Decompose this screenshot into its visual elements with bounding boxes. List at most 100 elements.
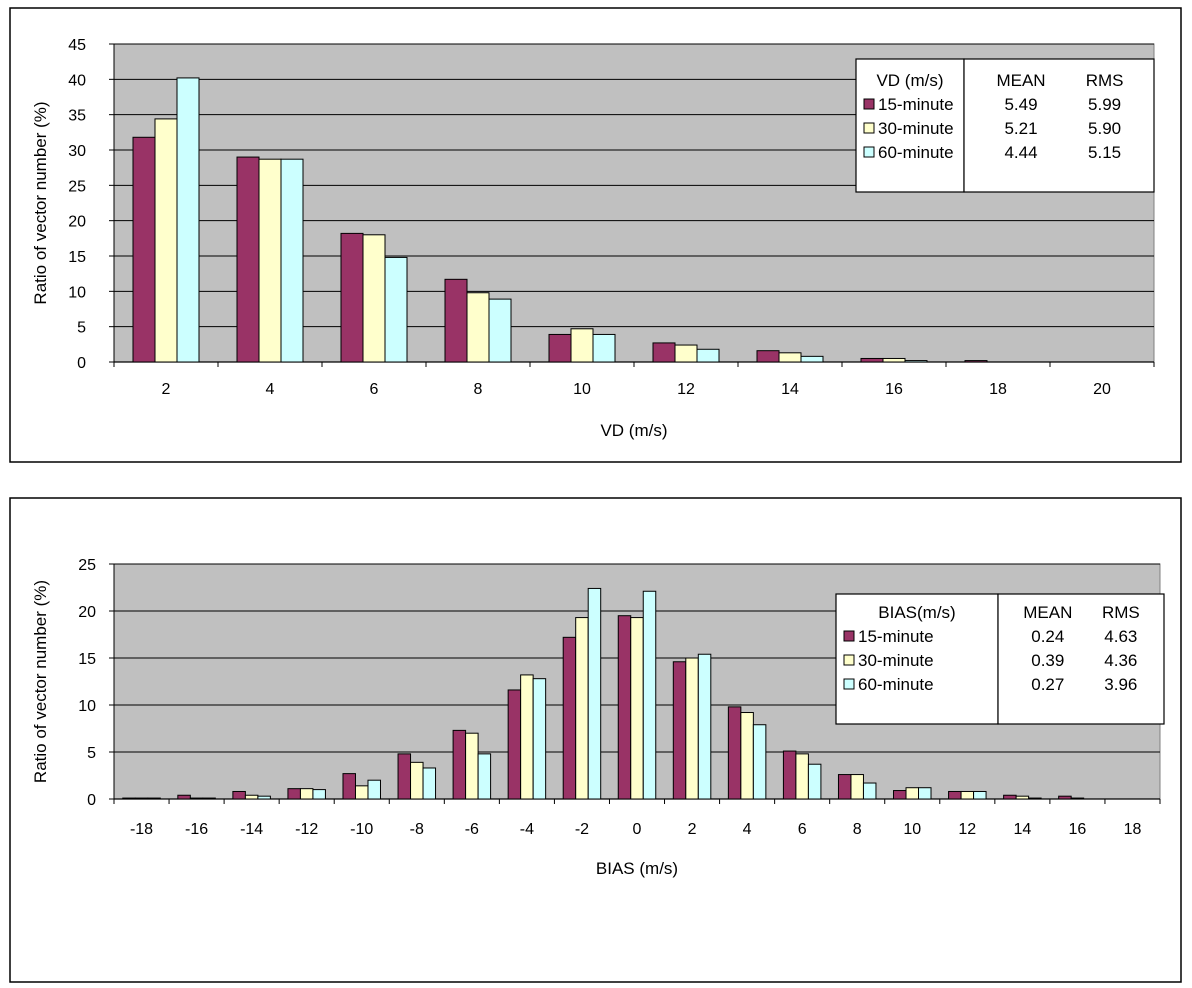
bar-30-minute-16 [882, 357, 906, 363]
bar-60-minute--8 [422, 767, 437, 800]
y-tick-label: 25 [68, 178, 86, 195]
y-tick-label: 40 [68, 72, 86, 89]
bar-30-minute-10 [905, 787, 920, 800]
legend-header: VD (m/s) [876, 71, 943, 90]
y-tick-label: 10 [78, 698, 96, 715]
bar-60-minute--4 [532, 678, 547, 800]
bar-60-minute--12 [312, 789, 326, 800]
bar-15-minute--4 [507, 689, 522, 800]
x-tick-label: -18 [130, 821, 153, 838]
bar-30-minute--2 [575, 617, 589, 800]
x-tick-label: -12 [295, 821, 318, 838]
bar-15-minute--18 [122, 797, 136, 800]
x-axis-title: BIAS (m/s) [596, 859, 678, 878]
legend: BIAS(m/s) MEAN RMS 15-minute 0.24 4.63 30-minu… [835, 593, 1165, 725]
bar-15-minute-16 [1058, 795, 1072, 800]
legend-mean-15-minute: 5.49 [1004, 95, 1037, 114]
legend-swatch-15-minute [843, 630, 855, 642]
bar-30-minute-4 [740, 712, 754, 800]
bar-60-minute-8 [862, 782, 877, 800]
x-tick-label: 14 [1013, 821, 1031, 838]
x-tick-label: 16 [1069, 821, 1087, 838]
legend-mean-30-minute: 5.21 [1004, 119, 1037, 138]
bar-15-minute-6 [340, 232, 364, 363]
bar-30-minute-0 [630, 617, 644, 800]
bar-30-minute--8 [410, 761, 424, 800]
legend-rms-15-minute: 5.99 [1088, 95, 1121, 114]
bar-30-minute--12 [299, 788, 314, 800]
legend-col-rms: RMS [1102, 603, 1140, 622]
bar-60-minute--18 [147, 797, 161, 800]
legend-label-30-minute: 30-minute [878, 119, 954, 138]
y-axis-title: Ratio of vector number (%) [31, 101, 50, 304]
chart-2: 0 5 10 15 20 25 -18 -16 -14 -12 -10 -8 -6 -4 -2 0 2 4 6 8 10… [9, 497, 1182, 983]
legend-mean-60-minute: 0.27 [1031, 675, 1064, 694]
legend-rms-60-minute: 5.15 [1088, 143, 1121, 162]
y-tick-label: 35 [68, 108, 86, 125]
legend-swatch-15-minute [863, 98, 875, 110]
legend-label-60-minute: 60-minute [858, 675, 934, 694]
bar-30-minute--6 [465, 732, 479, 800]
y-tick-label: 0 [87, 792, 96, 809]
bar-60-minute-14 [800, 355, 824, 363]
legend-box [835, 593, 999, 725]
x-tick-label: -4 [520, 821, 534, 838]
bar-15-minute--8 [397, 753, 412, 800]
bar-30-minute-6 [362, 234, 386, 363]
legend-col-rms: RMS [1086, 71, 1124, 90]
x-tick-label: -10 [350, 821, 373, 838]
bar-60-minute--6 [477, 753, 492, 800]
bar-60-minute--16 [202, 797, 216, 800]
x-tick-label: 14 [781, 381, 799, 398]
bar-30-minute--16 [189, 797, 204, 800]
bar-30-minute-8 [850, 774, 864, 800]
x-tick-label: 20 [1093, 381, 1111, 398]
bar-30-minute-12 [960, 790, 975, 800]
bar-60-minute-4 [752, 724, 767, 800]
bar-60-minute-0 [642, 590, 657, 800]
legend-label-30-minute: 30-minute [858, 651, 934, 670]
bar-15-minute-18 [964, 360, 988, 363]
y-tick-label: 5 [77, 320, 86, 337]
bar-15-minute-16 [860, 357, 884, 363]
bar-30-minute-2 [154, 118, 178, 363]
legend-header: BIAS(m/s) [878, 603, 955, 622]
x-tick-label: 18 [989, 381, 1007, 398]
legend-stats-box [963, 58, 1155, 193]
y-tick-label: 5 [87, 745, 96, 762]
bar-15-minute-4 [727, 706, 742, 800]
x-axis-title: VD (m/s) [600, 421, 667, 440]
bar-60-minute--14 [257, 795, 271, 800]
bar-60-minute-4 [280, 158, 304, 363]
bar-15-minute-2 [132, 136, 156, 363]
bar-60-minute-12 [696, 348, 720, 363]
x-tick-label: 12 [677, 381, 695, 398]
x-tick-label: 18 [1124, 821, 1142, 838]
x-tick-label: 0 [633, 821, 642, 838]
y-tick-label: 15 [78, 651, 96, 668]
x-tick-label: 4 [266, 381, 275, 398]
bar-15-minute-8 [444, 278, 468, 363]
y-tick-label: 25 [78, 557, 96, 574]
x-tick-label: 8 [853, 821, 862, 838]
legend-col-mean: MEAN [996, 71, 1045, 90]
bar-15-minute-6 [782, 750, 797, 800]
x-tick-label: -8 [410, 821, 424, 838]
bar-30-minute-10 [570, 328, 594, 363]
legend-label-60-minute: 60-minute [878, 143, 954, 162]
bar-30-minute-4 [258, 158, 282, 363]
x-tick-label: -2 [575, 821, 589, 838]
y-tick-label: 0 [77, 355, 86, 372]
legend-label-15-minute: 15-minute [878, 95, 954, 114]
bar-30-minute--10 [354, 785, 369, 800]
x-tick-label: -14 [240, 821, 263, 838]
legend-rms-30-minute: 5.90 [1088, 119, 1121, 138]
x-tick-label: 8 [474, 381, 483, 398]
legend-mean-60-minute: 4.44 [1004, 143, 1037, 162]
legend-swatch-30-minute [843, 654, 855, 666]
bar-30-minute-14 [778, 352, 802, 363]
x-tick-label: 10 [903, 821, 921, 838]
bar-15-minute-10 [893, 790, 907, 800]
legend-rms-60-minute: 3.96 [1104, 675, 1137, 694]
